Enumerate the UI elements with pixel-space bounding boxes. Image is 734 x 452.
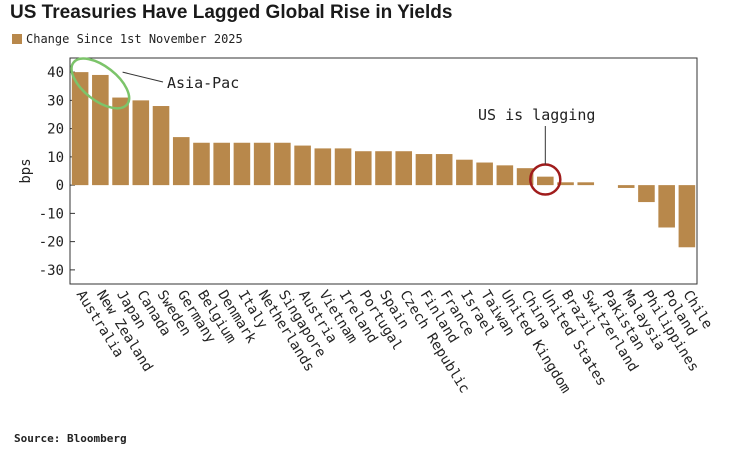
chart-legend: Change Since 1st November 2025 xyxy=(12,32,243,46)
y-tick-label: -20 xyxy=(39,235,64,251)
y-tick-label: 30 xyxy=(47,93,64,109)
bar xyxy=(395,151,413,186)
asia-pac-highlight xyxy=(70,57,131,110)
bar xyxy=(132,100,150,186)
bar xyxy=(233,142,251,186)
bar xyxy=(557,182,574,186)
y-axis-label: bps xyxy=(18,158,34,183)
bar xyxy=(617,185,635,188)
y-tick-label: 0 xyxy=(56,178,64,194)
bar xyxy=(213,142,230,186)
chart-title: US Treasuries Have Lagged Global Rise in… xyxy=(10,2,453,23)
y-tick-label: -30 xyxy=(39,263,64,279)
bar xyxy=(537,176,554,186)
bar xyxy=(456,159,473,186)
asia-pac-label: Asia-Pac xyxy=(167,74,239,92)
plot-frame xyxy=(69,57,698,285)
legend-label: Change Since 1st November 2025 xyxy=(26,32,243,46)
y-tick-label: 10 xyxy=(47,150,64,166)
bar xyxy=(415,154,433,186)
bar xyxy=(71,72,89,186)
bar xyxy=(294,145,311,186)
bar xyxy=(193,142,210,186)
bar xyxy=(577,182,595,186)
y-tick-label: 20 xyxy=(47,122,64,138)
y-tick-label: 40 xyxy=(47,65,64,81)
legend-swatch xyxy=(12,34,22,44)
bar xyxy=(678,185,696,248)
us-lagging-label: US is lagging xyxy=(478,106,595,124)
bar xyxy=(435,154,453,186)
y-tick-label: -10 xyxy=(39,206,64,222)
bar xyxy=(354,151,372,186)
bar xyxy=(152,106,170,186)
bar xyxy=(172,137,190,186)
bar xyxy=(314,148,332,186)
source-note: Source: Bloomberg xyxy=(14,432,127,445)
bar xyxy=(496,165,514,186)
bar xyxy=(476,162,493,186)
bar xyxy=(638,185,655,203)
bar xyxy=(253,142,271,186)
bar xyxy=(112,97,129,186)
bar xyxy=(92,74,109,186)
bar xyxy=(658,185,675,228)
bar xyxy=(334,148,352,186)
bar xyxy=(274,142,291,186)
bar xyxy=(375,151,392,186)
asia-pac-leader xyxy=(122,71,164,83)
